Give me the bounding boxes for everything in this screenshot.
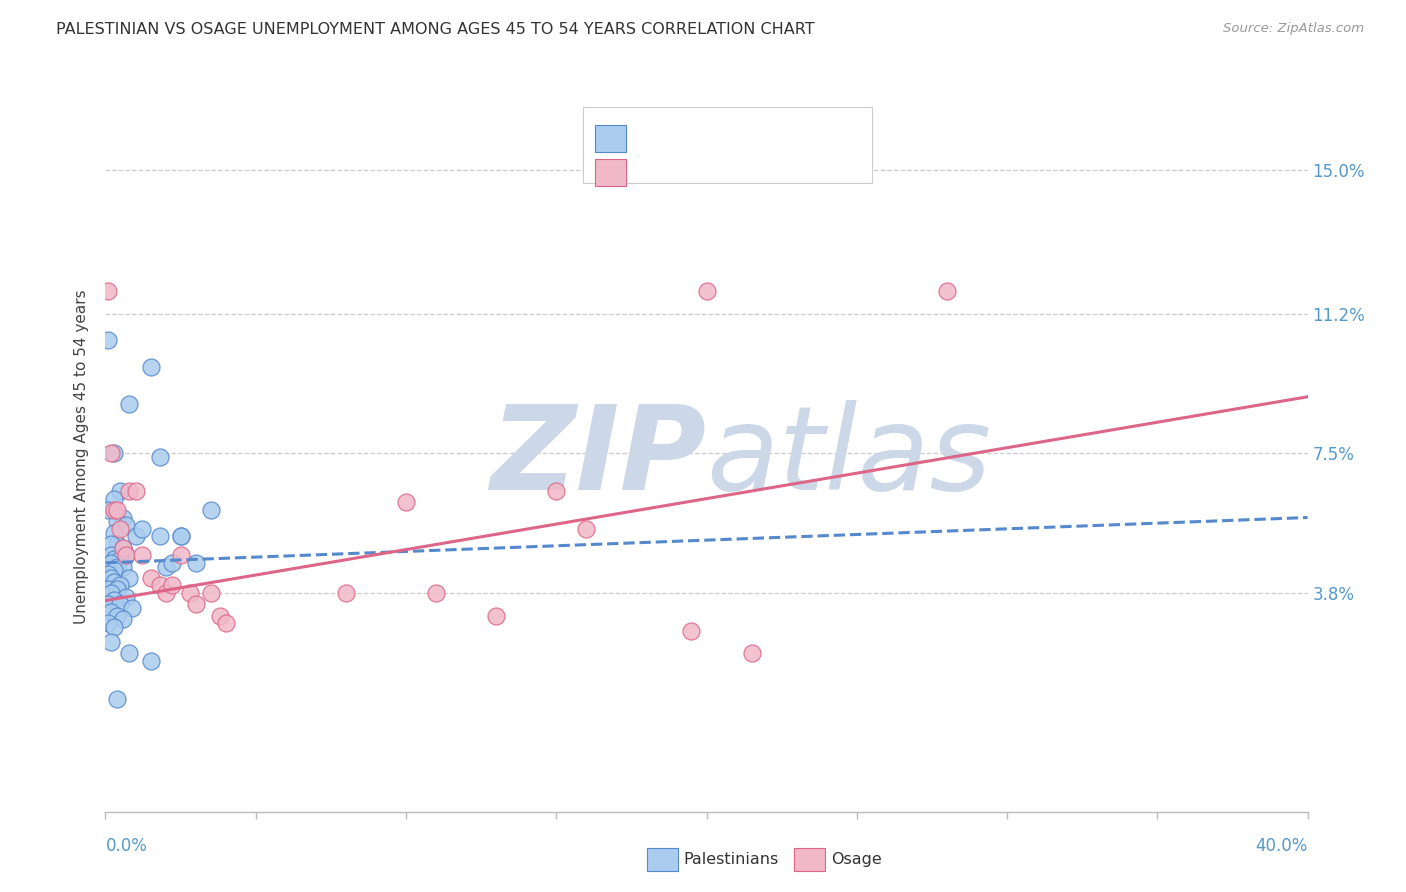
Point [148,450,170,465]
Point [155,586,177,600]
Point [139,654,162,668]
Point [118,571,141,585]
Point [112,541,135,555]
Point [546,484,568,499]
Point [112,559,135,574]
Point [107,514,129,528]
Point [107,608,129,623]
Text: R = 0.034   N = 54: R = 0.034 N = 54 [637,123,807,141]
Point [110,597,132,611]
Point [179,586,201,600]
Point [103,563,125,577]
Point [103,525,125,540]
Point [139,571,162,585]
Point [107,537,129,551]
Text: atlas: atlas [707,401,991,514]
Point [97,503,120,517]
Point [115,590,138,604]
Point [103,574,125,589]
Point [169,529,191,543]
Point [208,608,231,623]
Point [118,646,141,660]
Point [485,608,508,623]
Point [160,556,183,570]
Point [110,484,132,499]
Point [335,586,357,600]
Text: Osage: Osage [831,853,882,867]
Point [100,605,122,619]
Point [97,333,120,347]
Point [97,284,120,298]
Point [395,495,418,509]
Point [97,567,120,582]
Point [100,537,122,551]
Text: PALESTINIAN VS OSAGE UNEMPLOYMENT AMONG AGES 45 TO 54 YEARS CORRELATION CHART: PALESTINIAN VS OSAGE UNEMPLOYMENT AMONG … [56,22,815,37]
Point [425,586,447,600]
Point [214,616,236,631]
Text: 40.0%: 40.0% [1256,837,1308,855]
Point [115,548,138,562]
Point [97,582,120,597]
Point [100,556,122,570]
Point [110,578,132,592]
Text: ZIP: ZIP [491,400,707,515]
Point [107,503,129,517]
Point [107,559,129,574]
Point [200,586,222,600]
Point [200,503,222,517]
Point [148,529,170,543]
Point [131,548,153,562]
Point [103,620,125,634]
Point [100,586,122,600]
Text: Palestinians: Palestinians [683,853,779,867]
Point [100,571,122,585]
Point [696,284,718,298]
Point [97,616,120,631]
Point [139,359,162,374]
Point [741,646,763,660]
Point [100,446,122,460]
Point [131,522,153,536]
Point [107,582,129,597]
Point [110,552,132,566]
Point [681,624,703,638]
Point [184,556,207,570]
Text: Source: ZipAtlas.com: Source: ZipAtlas.com [1223,22,1364,36]
Point [124,529,146,543]
Point [148,578,170,592]
Point [575,522,598,536]
Point [112,510,135,524]
Point [103,593,125,607]
Point [110,522,132,536]
Point [100,548,122,562]
Y-axis label: Unemployment Among Ages 45 to 54 years: Unemployment Among Ages 45 to 54 years [75,290,90,624]
Point [124,484,146,499]
Point [118,397,141,411]
Point [100,635,122,649]
Text: R = 0.396   N = 30: R = 0.396 N = 30 [637,157,807,175]
Point [103,503,125,517]
Point [155,559,177,574]
Point [169,529,191,543]
Point [107,691,129,706]
Point [169,548,191,562]
Point [115,548,138,562]
Text: 0.0%: 0.0% [105,837,148,855]
Point [103,446,125,460]
Point [115,518,138,533]
Point [112,612,135,626]
Point [184,597,207,611]
Point [118,484,141,499]
Point [103,491,125,506]
Point [97,597,120,611]
Point [121,601,143,615]
Point [103,552,125,566]
Point [160,578,183,592]
Point [936,284,959,298]
Point [112,541,135,555]
